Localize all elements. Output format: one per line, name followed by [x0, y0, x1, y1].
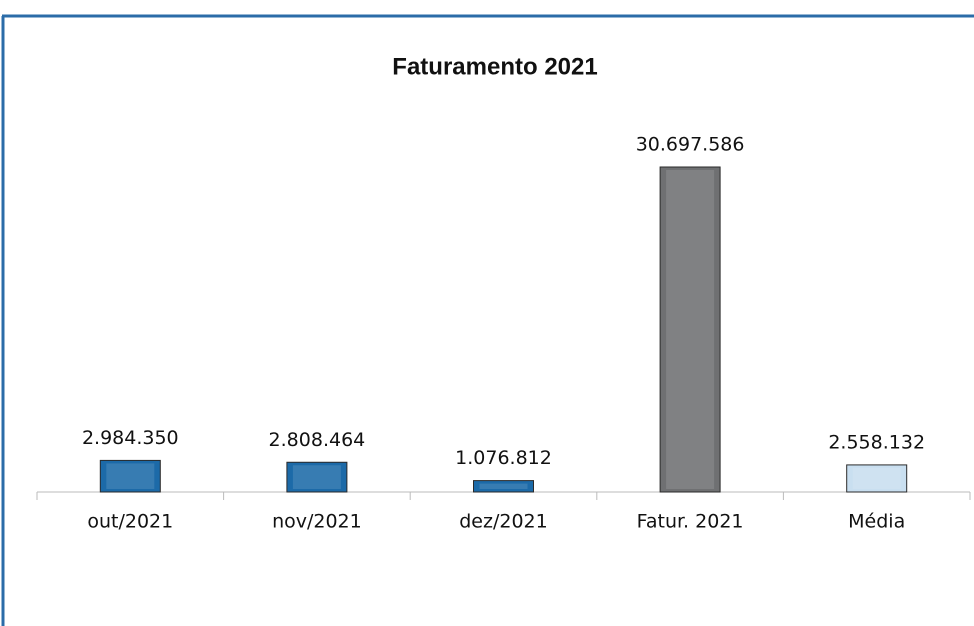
bar — [473, 480, 534, 493]
bar — [99, 459, 161, 493]
bar-highlight — [479, 483, 528, 489]
x-tick-label: Média — [848, 511, 905, 533]
bar-highlight — [666, 170, 715, 489]
x-tick-label: Fatur. 2021 — [637, 511, 744, 533]
bar-highlight — [292, 465, 341, 489]
data-label: 2.808.464 — [269, 429, 366, 451]
x-tick-label: out/2021 — [87, 511, 173, 533]
chart-title: Faturamento 2021 — [392, 53, 597, 80]
x-tick-label: nov/2021 — [272, 511, 362, 533]
x-tick-label: dez/2021 — [459, 511, 547, 533]
data-label: 2.558.132 — [828, 431, 925, 453]
data-label: 30.697.586 — [636, 134, 745, 156]
bar-highlight — [852, 467, 901, 489]
data-label: 1.076.812 — [455, 447, 552, 469]
bar — [286, 461, 348, 493]
bar-highlight — [106, 463, 155, 489]
bar — [659, 166, 721, 493]
data-label: 2.984.350 — [82, 427, 179, 449]
bar — [846, 464, 908, 493]
